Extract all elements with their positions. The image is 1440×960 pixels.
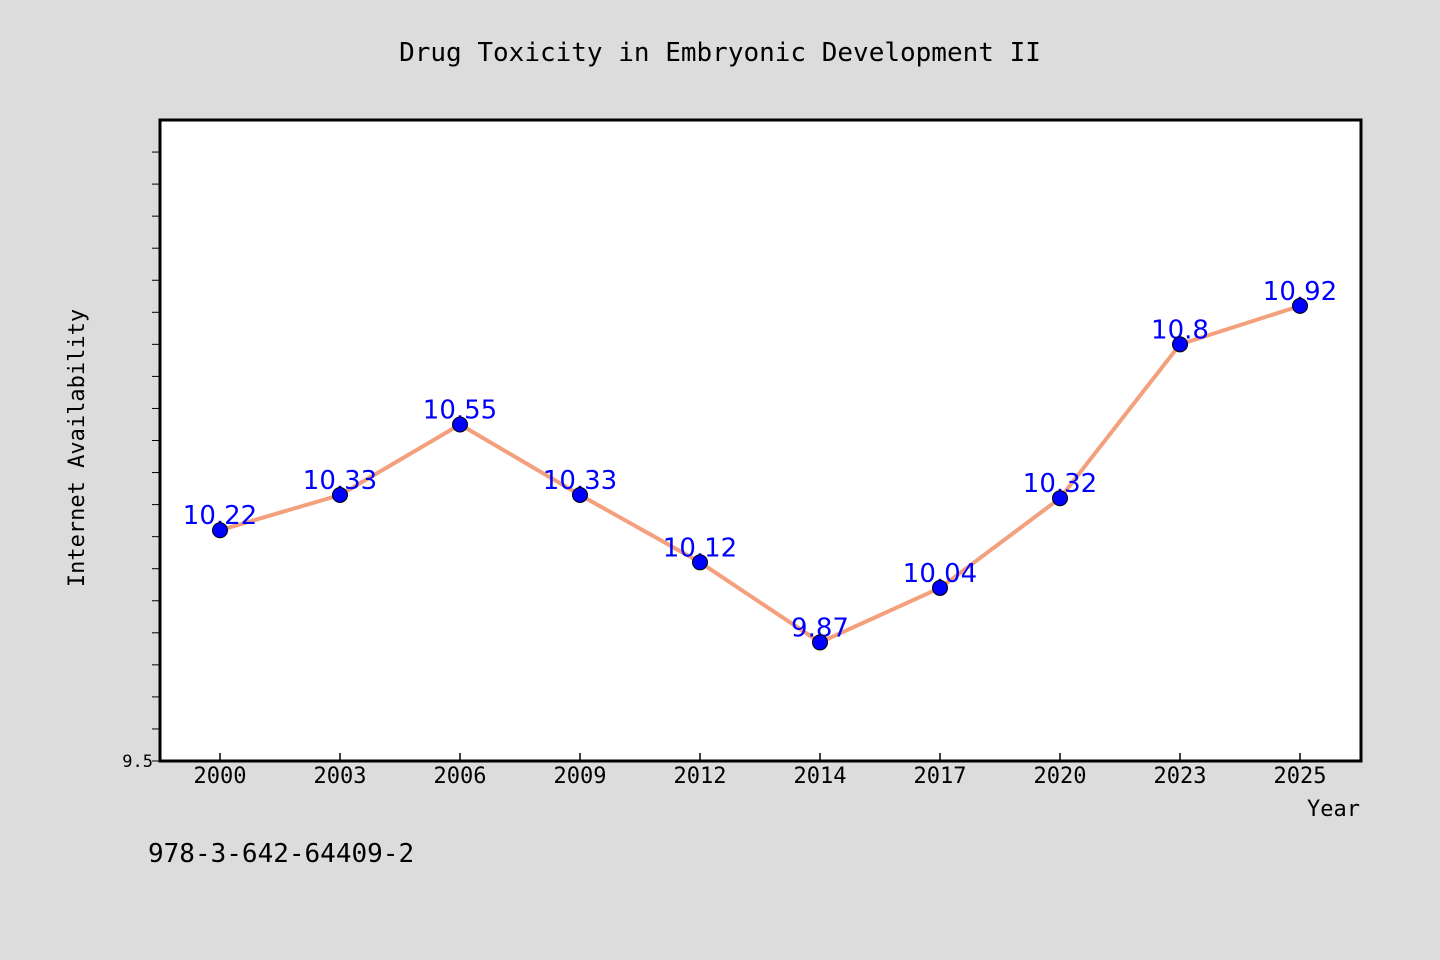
plot-area: [158, 118, 1363, 763]
x-tick-label-2025: 2025: [1274, 764, 1327, 789]
series-line: [218, 303, 1302, 645]
x-tick-label-2000: 2000: [194, 764, 247, 789]
x-tick-label-2020: 2020: [1034, 764, 1087, 789]
x-tick-label-2012: 2012: [674, 764, 727, 789]
x-tick-label-2006: 2006: [434, 764, 487, 789]
x-axis-ticks: 2000 2003 2006 2009 2012 2014 2017 2020 2023 2025: [194, 753, 1327, 789]
x-tick-label-2009: 2009: [554, 764, 607, 789]
data-point-2000: [212, 522, 228, 539]
footnote-isbn: 978-3-642-64409-2: [148, 839, 414, 869]
data-point-2009: [572, 486, 588, 503]
data-labels: 10.2210.3310.5510.3310.129.8710.0410.321…: [183, 277, 1337, 644]
x-tick-label-2023: 2023: [1154, 764, 1207, 789]
data-point-2014: [812, 634, 828, 651]
data-point-2003: [332, 486, 348, 503]
chart-title: Drug Toxicity in Embryonic Development I…: [399, 38, 1041, 68]
y-tick-label-min: 9.5: [122, 752, 153, 772]
x-tick-label-2003: 2003: [314, 764, 367, 789]
data-point-2023: [1172, 336, 1188, 353]
data-point-2012: [692, 554, 708, 571]
y-axis-ticks: [152, 151, 160, 762]
data-point-2006: [452, 416, 468, 433]
data-point-2025: [1292, 297, 1308, 314]
data-point-2020: [1052, 490, 1068, 507]
x-axis-label: Year: [1307, 797, 1360, 822]
y-axis-label: Internet Availability: [65, 309, 90, 587]
x-tick-label-2017: 2017: [914, 764, 967, 789]
data-point-2017: [932, 579, 948, 596]
x-tick-label-2014: 2014: [794, 764, 847, 789]
data-markers: [212, 297, 1308, 651]
